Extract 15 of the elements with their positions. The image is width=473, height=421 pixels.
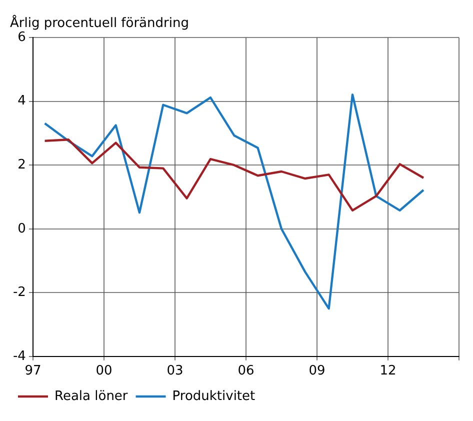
x-tick-label: 00 xyxy=(96,364,112,379)
x-tick-label: 06 xyxy=(238,364,254,379)
x-tick-label: 97 xyxy=(24,364,42,379)
legend-label: Produktivitet xyxy=(172,388,256,404)
chart-title: Årlig procentuell förändring xyxy=(10,14,189,32)
y-tick-label: -2 xyxy=(12,285,26,300)
y-tick-label: -4 xyxy=(12,348,26,364)
x-tick-label: 09 xyxy=(308,364,326,379)
y-tick-label: 6 xyxy=(18,30,26,45)
y-tick-label: 2 xyxy=(18,157,26,172)
legend-label: Reala löner xyxy=(54,388,128,404)
x-tick-label: 12 xyxy=(380,364,396,379)
y-tick-label: 0 xyxy=(18,221,26,236)
y-tick-label: 4 xyxy=(18,94,26,109)
x-tick-label: 03 xyxy=(166,364,184,379)
